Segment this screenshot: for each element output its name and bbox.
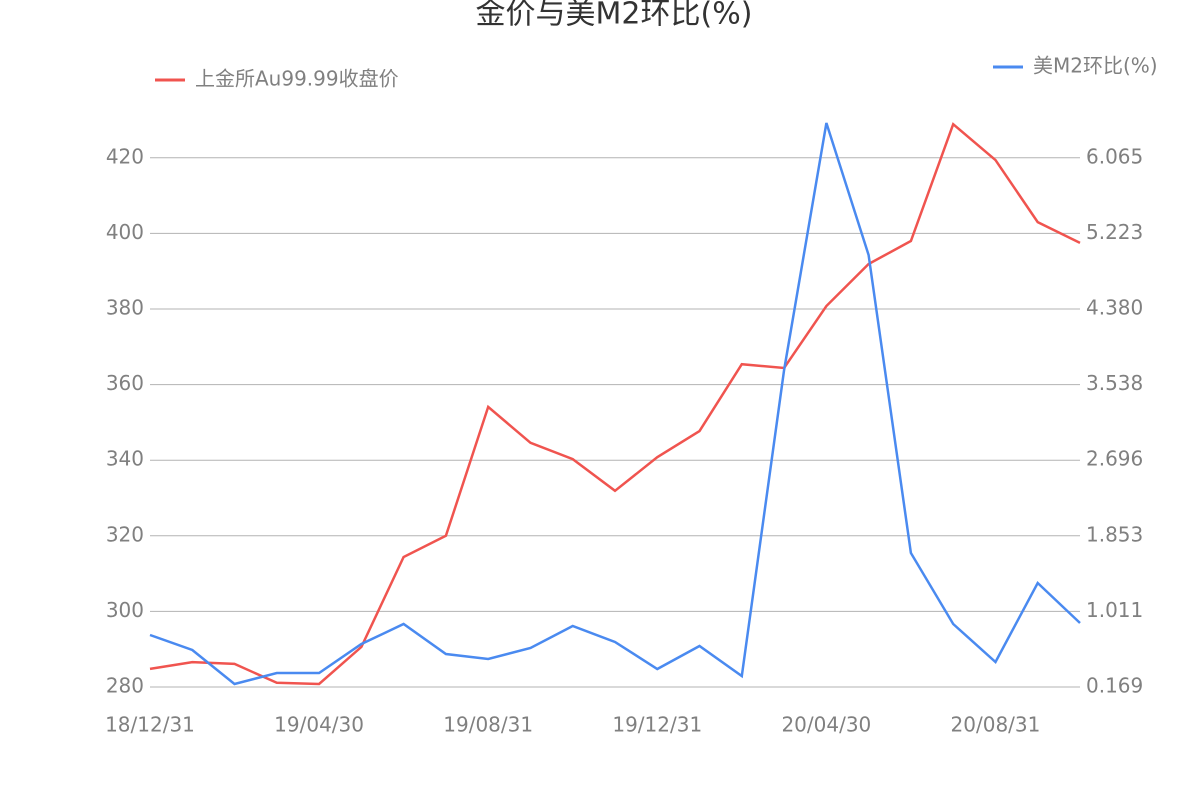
x-tick-label: 19/04/30 — [274, 713, 364, 737]
series-line — [149, 122, 1081, 686]
y2-tick-label: 6.065 — [1086, 144, 1143, 168]
y2-tick-label: 0.169 — [1086, 674, 1143, 698]
y2-tick-label: 4.380 — [1086, 296, 1143, 320]
y-tick-label: 340 — [106, 447, 144, 471]
y-tick-label: 360 — [106, 371, 144, 395]
x-tick-label: 18/12/31 — [105, 713, 195, 737]
x-tick-label: 20/04/30 — [781, 713, 871, 737]
y2-tick-label: 5.223 — [1086, 220, 1143, 244]
y2-tick-label: 1.853 — [1086, 522, 1143, 546]
series-line — [149, 122, 1081, 686]
y-tick-label: 420 — [106, 144, 144, 168]
y-tick-label: 400 — [106, 220, 144, 244]
y-tick-label: 320 — [106, 522, 144, 546]
y-tick-label: 280 — [106, 674, 144, 698]
legend-label: 上金所Au99.99收盘价 — [195, 67, 399, 91]
y-tick-label: 300 — [106, 598, 144, 622]
y2-tick-label: 2.696 — [1086, 447, 1143, 471]
chart-title: 金价与美M2环比(%) — [476, 0, 753, 32]
y-tick-label: 380 — [106, 296, 144, 320]
x-tick-label: 20/08/31 — [951, 713, 1041, 737]
x-tick-label: 19/12/31 — [612, 713, 702, 737]
y2-tick-label: 1.011 — [1086, 598, 1143, 622]
y2-tick-label: 3.538 — [1086, 371, 1143, 395]
legend-label: 美M2环比(%) — [1033, 54, 1158, 78]
x-tick-label: 19/08/31 — [443, 713, 533, 737]
